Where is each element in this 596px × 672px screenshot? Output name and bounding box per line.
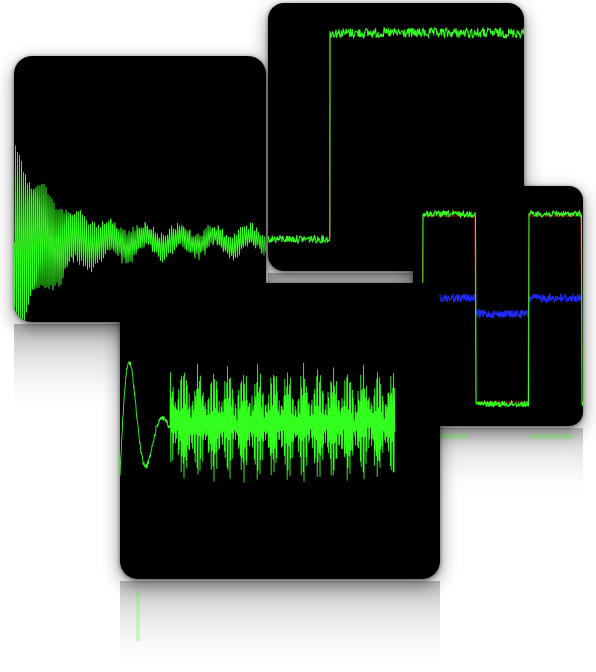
step-response-icon bbox=[268, 26, 524, 245]
ringing-panel-reflection bbox=[120, 581, 440, 671]
damped-oscillation-panel bbox=[14, 56, 266, 322]
damped-oscillation-icon bbox=[14, 145, 266, 322]
ringing-trace-panel bbox=[120, 283, 440, 579]
ringing-trace-icon bbox=[120, 361, 396, 483]
